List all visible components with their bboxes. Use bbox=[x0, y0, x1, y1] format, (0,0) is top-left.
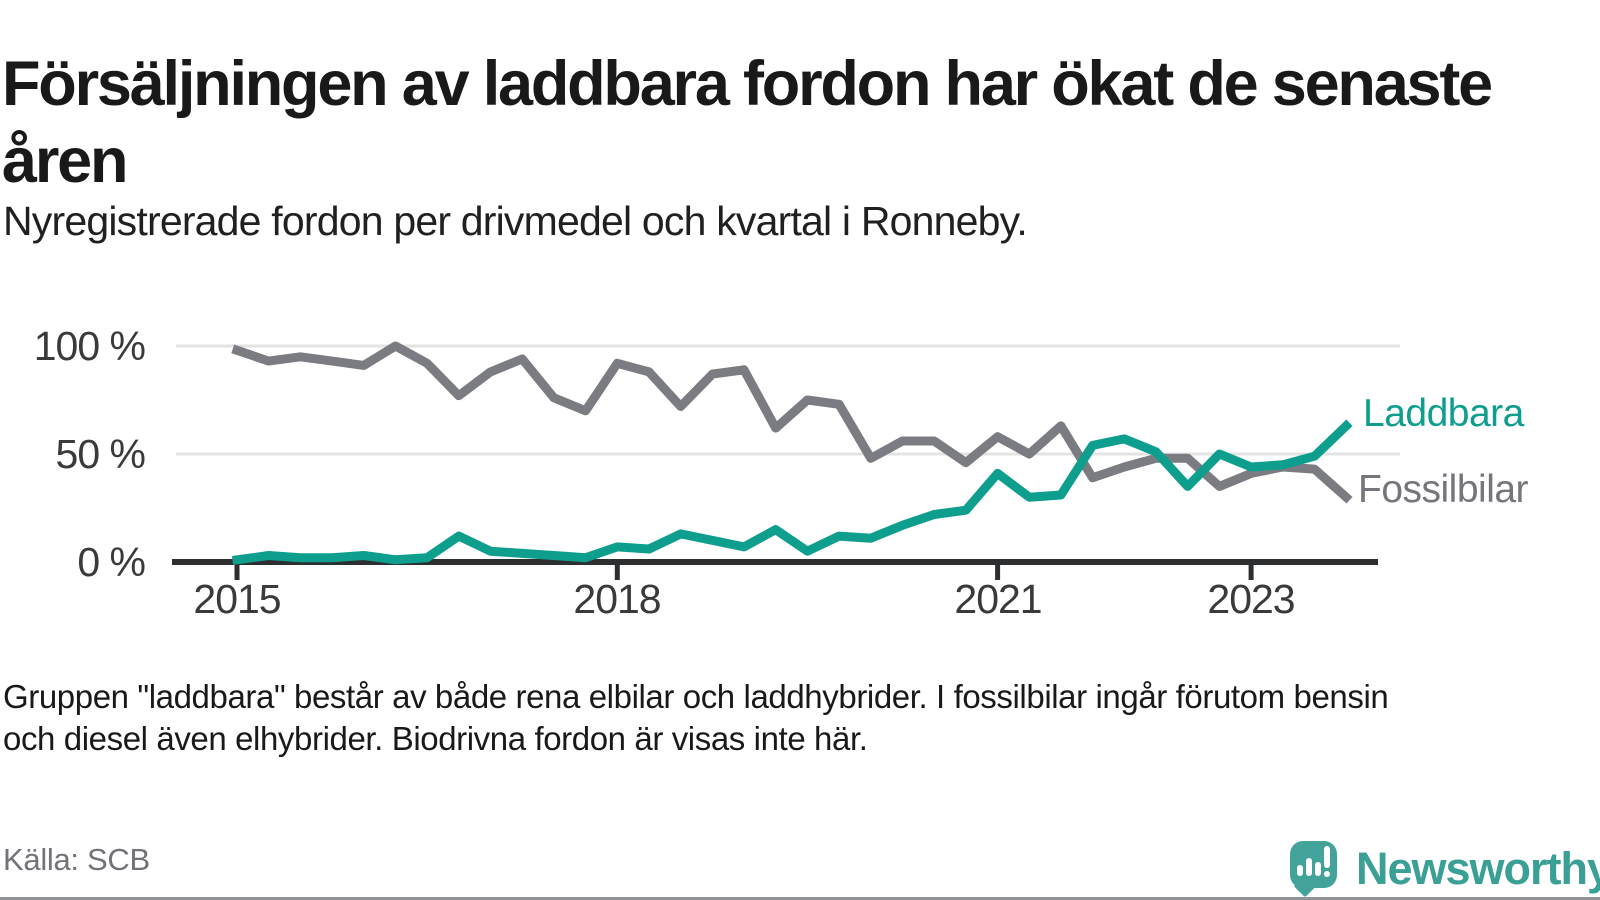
x-axis bbox=[172, 559, 1378, 580]
series-label-fossilbilar: Fossilbilar bbox=[1358, 468, 1529, 511]
logo-bar-3 bbox=[1315, 862, 1321, 876]
source-credit: Källa: SCB bbox=[3, 842, 150, 877]
logo-exclamation-dot bbox=[1324, 871, 1330, 877]
series-label-laddbara: Laddbara bbox=[1363, 392, 1524, 435]
footnote-line-2: och diesel även elhybrider. Biodrivna fo… bbox=[3, 720, 868, 757]
axis-ticks bbox=[234, 565, 1254, 580]
x-axis-label-2023: 2023 bbox=[1207, 576, 1295, 622]
brand-name: Newsworthy bbox=[1356, 843, 1600, 894]
logo-bar-1 bbox=[1297, 865, 1303, 876]
y-axis-label-50: 50 % bbox=[55, 431, 146, 477]
x-axis-label-2015: 2015 bbox=[193, 576, 281, 622]
gridlines bbox=[176, 344, 1400, 456]
chart-title: Försäljningen av laddbara fordon har öka… bbox=[2, 49, 1493, 197]
laddbara-line bbox=[231, 419, 1353, 565]
x-axis-label-2018: 2018 bbox=[573, 576, 661, 622]
y-axis-label-0: 0 % bbox=[77, 539, 146, 585]
logo-exclamation-bar bbox=[1324, 846, 1330, 868]
speech-bubble-bar-chart-icon bbox=[1290, 841, 1337, 898]
x-axis-label-2021: 2021 bbox=[954, 576, 1042, 622]
footnote-line-1: Gruppen "laddbara" består av både rena e… bbox=[3, 678, 1389, 715]
logo-bar-2 bbox=[1306, 858, 1312, 876]
y-axis-label-100: 100 % bbox=[33, 323, 146, 369]
newsworthy-logo: Newsworthy bbox=[1290, 841, 1600, 898]
footnote: Gruppen "laddbara" består av både rena e… bbox=[3, 676, 1593, 760]
chart-subtitle: Nyregistrerade fordon per drivmedel och … bbox=[3, 198, 1028, 244]
